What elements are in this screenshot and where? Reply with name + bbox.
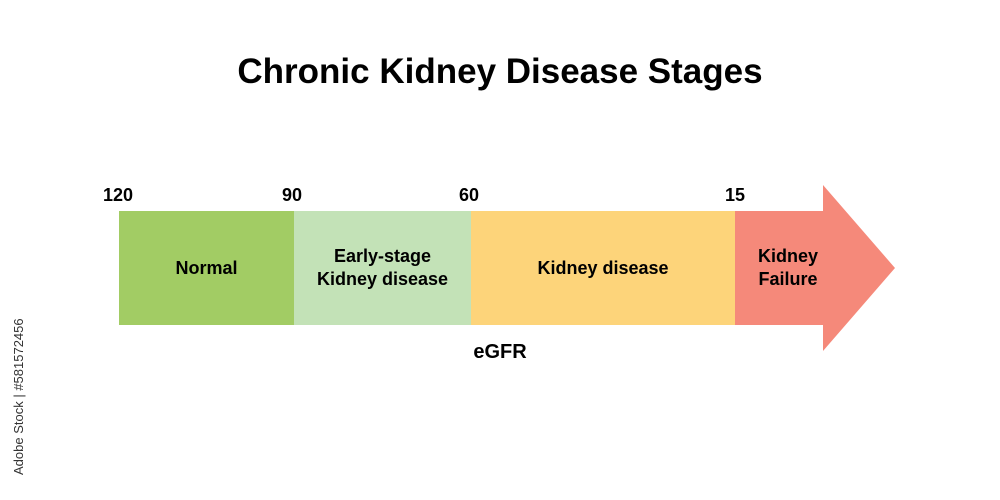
stock-id-watermark: Adobe Stock | #581572456 bbox=[11, 318, 26, 475]
stage-disease-band bbox=[471, 211, 735, 325]
stage-failure-arrowhead bbox=[735, 185, 895, 351]
stage-normal-band bbox=[119, 211, 294, 325]
stage-label-normal: Normal bbox=[175, 257, 238, 278]
tick-label-60: 60 bbox=[459, 185, 480, 205]
tick-label-120: 120 bbox=[103, 185, 134, 205]
stage-label-failure: Kidney Failure bbox=[757, 246, 818, 289]
tick-label-15: 15 bbox=[725, 185, 746, 205]
diagram-title: Chronic Kidney Disease Stages bbox=[237, 52, 763, 91]
stage-early-band bbox=[294, 211, 471, 325]
stage-label-disease: Kidney disease bbox=[537, 257, 669, 278]
axis-label-egfr: eGFR bbox=[473, 341, 527, 363]
tick-label-90: 90 bbox=[282, 185, 303, 205]
stage-label-early: Early-stage Kidney disease bbox=[316, 246, 449, 289]
